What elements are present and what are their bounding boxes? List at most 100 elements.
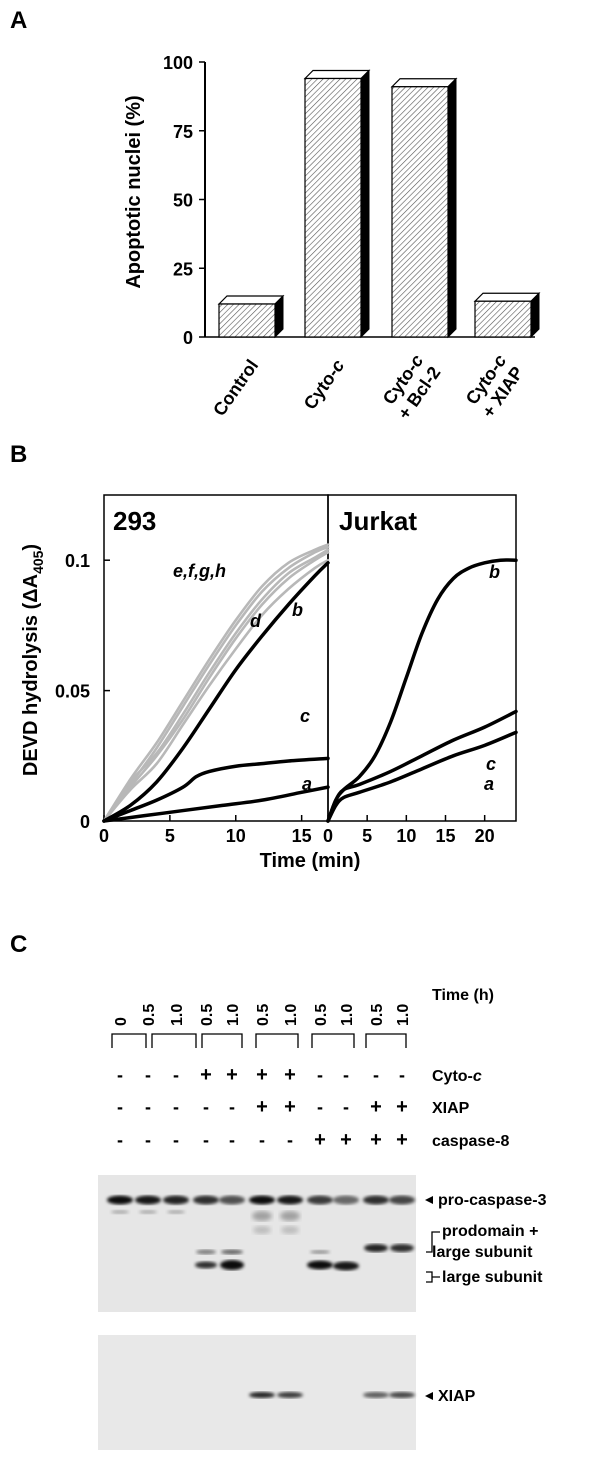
band (163, 1195, 189, 1205)
blot-caspase3-bands (107, 1195, 415, 1271)
band (167, 1210, 185, 1214)
x-tick-label: 5 (362, 826, 372, 846)
panel-a-y-ticks: 0 25 50 75 100 (163, 53, 205, 348)
cyto-row-symbol: + (284, 1064, 296, 1086)
large-subunit-label: large subunit (442, 1269, 543, 1286)
xiap-row-symbol: + (396, 1096, 408, 1118)
band (249, 1195, 275, 1205)
band (253, 1226, 271, 1234)
time-value: 1.0 (225, 1004, 242, 1026)
lane-bracket (365, 1033, 407, 1048)
y-tick-label: 0 (183, 328, 193, 348)
panel-b-x-axis-label: Time (min) (260, 850, 361, 872)
band (195, 1261, 217, 1269)
band (390, 1244, 414, 1252)
x-tick-label: 10 (396, 826, 416, 846)
series-label-c: c (486, 754, 496, 774)
panel-b-y-axis-label: DEVD hydrolysis (ΔA405) (20, 544, 46, 776)
band (107, 1195, 133, 1205)
casp8-row-symbol: - (229, 1130, 235, 1150)
xiap-row-symbol: - (173, 1097, 179, 1117)
time-value: 1.0 (283, 1004, 300, 1026)
band (307, 1195, 333, 1205)
cyto-row-symbol: - (317, 1065, 323, 1085)
band (333, 1261, 359, 1271)
time-value: 1.0 (339, 1004, 356, 1026)
time-value: 0 (113, 1017, 130, 1026)
xiap-arrow-icon (425, 1392, 433, 1400)
series-line-g (102, 543, 330, 823)
procasp-arrow-icon (425, 1196, 433, 1204)
band (310, 1250, 330, 1254)
casp8-row-symbol: - (203, 1130, 209, 1150)
cyto-row-symbol: - (343, 1065, 349, 1085)
time-value: 1.0 (169, 1004, 186, 1026)
panel-b-gray-curves-label: e,f,g,h (173, 561, 226, 581)
panel-b-letter: B (10, 441, 27, 468)
band (135, 1195, 161, 1205)
x-tick-label: 15 (435, 826, 455, 846)
x-tick-label: 0 (323, 826, 333, 846)
time-value: 0.5 (255, 1004, 272, 1026)
casp8-row-symbol: - (117, 1130, 123, 1150)
cyto-row-symbol: - (173, 1065, 179, 1085)
band (221, 1249, 243, 1255)
large-subunit-bracket (426, 1271, 440, 1283)
panel-a: A Apoptotic nuclei (%) 0 25 50 75 100 Contro… (10, 7, 541, 423)
series-label-d: d (250, 611, 262, 631)
bar (217, 294, 285, 339)
casp8-row-symbol: - (173, 1130, 179, 1150)
band (249, 1392, 275, 1398)
band (307, 1260, 333, 1270)
series-line-b (102, 561, 330, 823)
casp8-row-symbol: + (340, 1129, 352, 1151)
time-value: 1.0 (395, 1004, 412, 1026)
panel-c-letter: C (10, 931, 27, 958)
cyto-row-symbol: - (373, 1065, 379, 1085)
series-line-f (102, 545, 330, 823)
xiap-row-label: XIAP (432, 1100, 470, 1117)
prodomain-label-line1: prodomain + (442, 1223, 538, 1240)
panel-c-treatment-rows: - - - + + + + - - - -- - - - - + + - - + +- - - - - - - + + + + (117, 1064, 408, 1151)
cyto-row-symbol: + (226, 1064, 238, 1086)
band (280, 1211, 300, 1221)
xiap-row-symbol: + (256, 1096, 268, 1118)
x-tick-label: 0 (99, 826, 109, 846)
bar (390, 77, 458, 339)
panel-a-bars (217, 69, 541, 339)
blot-caspase3 (98, 1175, 416, 1312)
casp8-row-symbol: + (370, 1129, 382, 1151)
band (277, 1195, 303, 1205)
y-tick-label: 75 (173, 122, 193, 142)
panel-b-curves (102, 543, 518, 823)
series-line-b (326, 558, 518, 823)
time-row-label: Time (h) (432, 987, 494, 1004)
series-label-a: a (302, 774, 312, 794)
band (111, 1210, 129, 1214)
blot-xiap-bands (249, 1392, 415, 1398)
panel-b-jurkat-title: Jurkat (339, 506, 417, 536)
category-label: Cyto-c+ Bcl-2 (377, 351, 445, 423)
casp8-row-symbol: - (259, 1130, 265, 1150)
cyto-row-symbol: - (117, 1065, 123, 1085)
panel-c: C 0 0.5 1.0 0.5 1.0 0.5 1.0 0.5 1.0 0.5 1.0 - - - + + +… (10, 931, 547, 1450)
panel-a-letter: A (10, 7, 27, 34)
bar (473, 292, 541, 339)
xiap-band-label: XIAP (438, 1388, 476, 1405)
lane-bracket (201, 1033, 243, 1048)
panel-c-time-values: 0 0.5 1.0 0.5 1.0 0.5 1.0 0.5 1.0 0.5 1.0 (113, 1004, 412, 1026)
bar (303, 69, 371, 339)
category-label: Cyto-c+ XIAP (461, 351, 528, 422)
band (219, 1195, 245, 1205)
series-label-c: c (300, 706, 310, 726)
y-tick-label: 100 (163, 53, 193, 73)
category-label: Cyto-c (300, 356, 349, 413)
xiap-row-symbol: - (343, 1097, 349, 1117)
band (193, 1195, 219, 1205)
lane-bracket (111, 1033, 147, 1048)
series-label-b: b (292, 600, 303, 620)
cyto-row-symbol: - (399, 1065, 405, 1085)
procasp-label: pro-caspase-3 (438, 1192, 547, 1209)
